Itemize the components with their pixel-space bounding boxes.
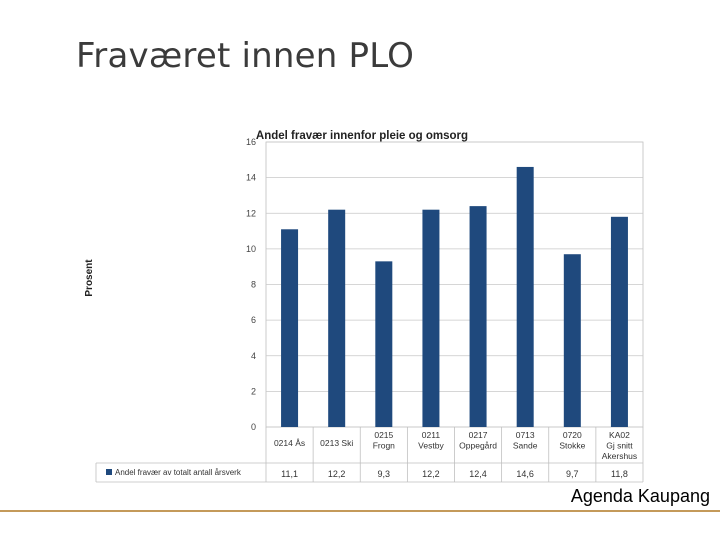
y-tick-label: 12 xyxy=(246,208,256,218)
y-axis-label: Prosent xyxy=(84,259,95,297)
x-category-label-line: KA02 xyxy=(609,430,630,440)
x-category-label-line: Sande xyxy=(513,441,538,451)
footer-divider xyxy=(0,510,720,512)
y-tick-label: 14 xyxy=(246,173,256,183)
y-tick-label: 2 xyxy=(251,386,256,396)
bar xyxy=(281,229,299,427)
data-value-label: 12,2 xyxy=(422,469,440,479)
bar xyxy=(422,209,440,427)
x-category-label: KA02 Gj snitt Akershus xyxy=(602,430,637,461)
bar xyxy=(516,166,534,427)
chart-svg: Andel fravær innenfor pleie og omsorg Pr… xyxy=(84,130,644,483)
x-category-label: 0713 Sande xyxy=(513,430,538,451)
y-tick-label: 10 xyxy=(246,244,256,254)
y-tick-label: 0 xyxy=(251,422,256,432)
x-category-label-line: 0217 xyxy=(469,430,488,440)
x-category-label: 0217 Oppegård xyxy=(459,430,497,451)
x-category-label-line: 0214 Ås xyxy=(274,438,305,448)
data-value-label: 11,8 xyxy=(611,469,628,479)
bar xyxy=(328,209,346,427)
legend-series-name: Andel fravær av totalt antall årsverk xyxy=(115,468,242,477)
data-table: 0214 Ås 0213 Ski 0215 Frogn 0211 Vestby 0217 Op… xyxy=(95,427,644,483)
bar xyxy=(375,261,393,427)
x-category-label: 0215 Frogn xyxy=(373,430,395,451)
x-category-label-line: 0213 Ski xyxy=(320,438,353,448)
x-category-label-line: Stokke xyxy=(559,441,585,451)
y-axis: 0 2 4 6 8 10 12 14 16 xyxy=(246,137,256,432)
x-category-label-line: Vestby xyxy=(418,441,444,451)
data-value-label: 12,2 xyxy=(328,469,346,479)
y-tick-label: 4 xyxy=(251,351,256,361)
bar xyxy=(610,216,628,427)
data-value-label: 14,6 xyxy=(516,469,534,479)
y-tick-label: 8 xyxy=(251,280,256,290)
x-category-label-line: 0713 xyxy=(516,430,535,440)
slide-title: Fraværet innen PLO xyxy=(76,36,415,76)
data-value-label: 12,4 xyxy=(469,469,487,479)
chart-title: Andel fravær innenfor pleie og omsorg xyxy=(256,130,468,142)
x-category-label-line: Oppegård xyxy=(459,441,497,451)
x-category-label-line: Frogn xyxy=(373,441,395,451)
y-tick-label: 6 xyxy=(251,315,256,325)
x-category-label-line: Gj snitt xyxy=(606,441,633,451)
legend-swatch xyxy=(106,469,112,475)
x-category-label: 0720 Stokke xyxy=(559,430,585,451)
gridlines xyxy=(265,141,644,428)
x-category-label-line: 0215 xyxy=(374,430,393,440)
x-category-label-line: 0211 xyxy=(422,430,441,440)
x-category-label-line: Akershus xyxy=(602,451,637,461)
x-category-label-line: 0720 xyxy=(563,430,582,440)
data-value-label: 9,3 xyxy=(378,469,391,479)
bar xyxy=(469,206,487,427)
data-value-label: 9,7 xyxy=(566,469,579,479)
bars xyxy=(281,166,628,427)
x-category-label: 0213 Ski xyxy=(320,438,353,448)
y-tick-label: 16 xyxy=(246,137,256,147)
data-value-label: 11,1 xyxy=(281,469,298,479)
bar xyxy=(563,254,581,427)
chart: Andel fravær innenfor pleie og omsorg Pr… xyxy=(76,124,660,494)
x-category-label: 0211 Vestby xyxy=(418,430,444,451)
x-category-label: 0214 Ås xyxy=(274,438,305,448)
footer-text: Agenda Kaupang xyxy=(570,486,710,506)
